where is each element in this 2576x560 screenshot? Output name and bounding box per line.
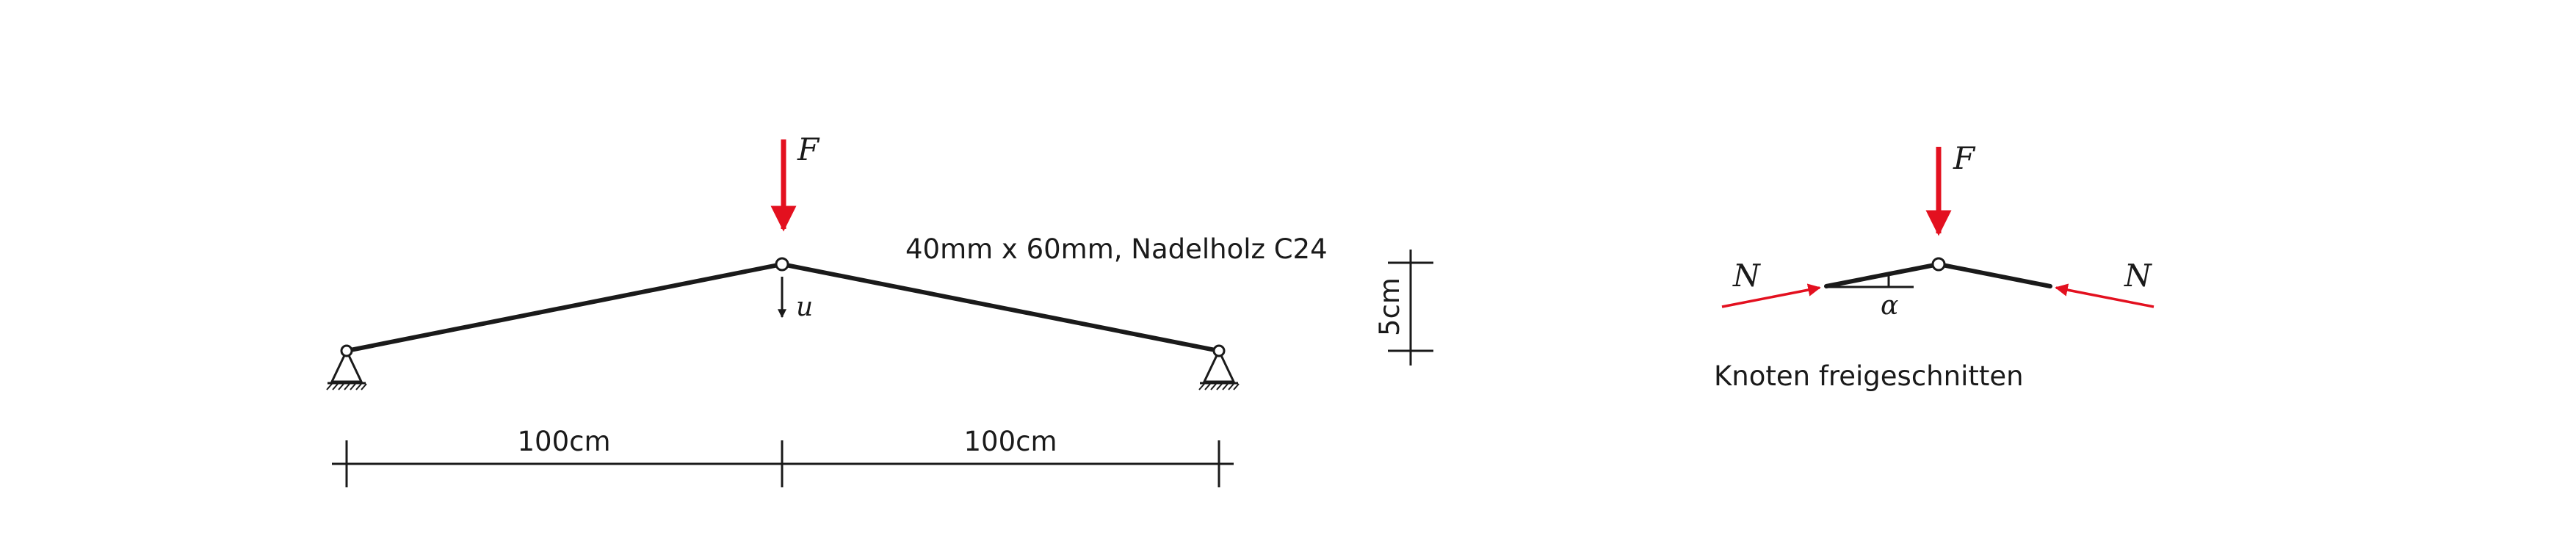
span-dimension (332, 440, 1234, 487)
load-label: F (797, 131, 820, 167)
right-member (780, 262, 1221, 353)
top-hinge (775, 257, 789, 272)
rise-label: 5cm (1374, 277, 1405, 336)
normal-force-right-label: N (2124, 258, 2152, 294)
normal-force-left-arrow (1721, 283, 1821, 308)
node-hinge (1931, 257, 1946, 272)
rise-dimension (1388, 250, 1433, 366)
node-left-stub (1824, 262, 1941, 288)
truss-system: F u 40mm x 60mm, Nadelholz C24 100cm 100… (326, 131, 1433, 487)
normal-force-right-arrow (2055, 283, 2154, 308)
cross-section-label: 40mm x 60mm, Nadelholz C24 (905, 233, 1328, 265)
angle-label: α (1881, 291, 1898, 321)
left-pin-support (326, 344, 367, 390)
normal-force-left-label: N (1732, 258, 1761, 294)
span-right-label: 100cm (963, 426, 1057, 457)
free-body-caption: Knoten freigeschnitten (1714, 360, 2024, 392)
right-support-hinge (1212, 344, 1226, 357)
free-body-node: α F N N Knoten freigeschnitten (1714, 140, 2154, 392)
displacement-label: u (796, 292, 813, 322)
right-pin-support (1198, 344, 1240, 390)
left-support-hinge (340, 344, 353, 357)
span-left-label: 100cm (517, 426, 610, 457)
node-right-stub (1936, 262, 2052, 288)
left-member (344, 262, 784, 353)
node-load-label: F (1953, 140, 1976, 176)
